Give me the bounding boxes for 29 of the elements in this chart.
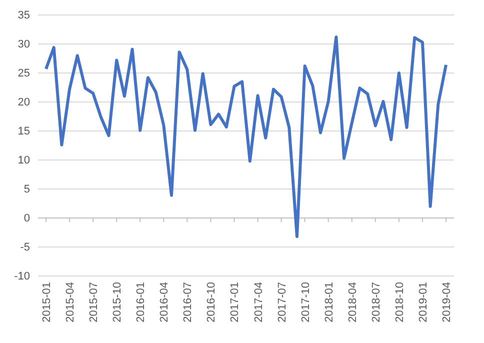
- x-tick-label: 2019-01: [417, 282, 430, 322]
- x-tick-label: 2018-07: [370, 282, 382, 322]
- x-tick-label: 2017-10: [300, 282, 312, 322]
- line-series: [44, 36, 448, 238]
- y-tick-label: 20: [18, 96, 30, 109]
- y-tick-label: 30: [18, 38, 30, 51]
- x-tick-label: 2017-04: [252, 282, 265, 322]
- y-tick-label: -5: [20, 242, 30, 254]
- y-tick-label: -10: [14, 270, 30, 283]
- x-tick-label: 2017-07: [276, 282, 288, 322]
- y-tick-label: 25: [18, 68, 30, 80]
- x-tick-label: 2015-07: [88, 282, 100, 322]
- y-tick-label: 5: [24, 184, 30, 196]
- x-tick-label: 2015-01: [41, 282, 53, 322]
- y-tick-label: 0: [24, 212, 30, 225]
- x-tick-label: 2018-01: [323, 282, 336, 322]
- x-tick-label: 2019-04: [441, 282, 453, 322]
- y-tick-label: 35: [18, 10, 30, 22]
- x-tick-label: 2017-01: [229, 282, 242, 322]
- x-tick-label: 2018-04: [346, 282, 359, 322]
- x-tick-label: 2016-10: [206, 282, 218, 322]
- x-tick-label: 2016-01: [135, 282, 148, 322]
- x-tick-label: 2015-10: [112, 282, 124, 322]
- y-tick-label: 15: [18, 126, 30, 138]
- y-tick-label: 10: [18, 154, 30, 167]
- x-tick-label: 2018-10: [394, 282, 406, 322]
- x-tick-label: 2016-07: [182, 282, 194, 322]
- x-tick-label: 2016-04: [158, 282, 171, 322]
- x-tick-label: 2015-04: [64, 282, 77, 322]
